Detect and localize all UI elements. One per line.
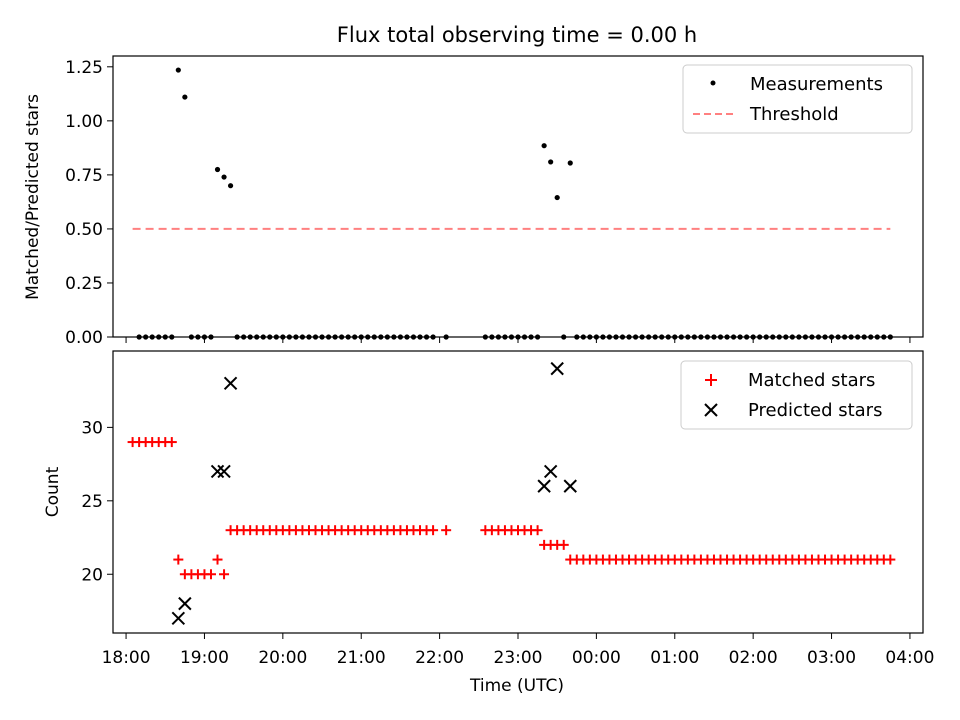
matched-star-point xyxy=(441,525,452,536)
y-tick-label: 0.25 xyxy=(65,274,103,294)
predicted-star-point xyxy=(543,464,558,479)
x-tick-label: 20:00 xyxy=(258,648,307,668)
x-tick-label: 03:00 xyxy=(807,648,856,668)
x-tick-label: 02:00 xyxy=(729,648,778,668)
measurement-point xyxy=(214,166,221,173)
bottom-y-axis-label: Count xyxy=(43,466,63,517)
matched-star-point xyxy=(428,525,439,536)
y-tick-label: 30 xyxy=(81,418,103,438)
legend-matched-label: Matched stars xyxy=(748,370,875,391)
chart-title: Flux total observing time = 0.00 h xyxy=(337,23,697,47)
bottom-legend: Matched stars Predicted stars xyxy=(680,360,913,430)
matched-star-point xyxy=(212,554,223,565)
legend-measurements-label: Measurements xyxy=(750,74,883,95)
predicted-star-point xyxy=(217,464,231,479)
y-tick-label: 0.00 xyxy=(65,328,103,348)
measurement-point xyxy=(221,174,227,180)
measurement-point xyxy=(548,159,554,165)
bottom-y-ticks: 20 25 30 xyxy=(81,418,113,585)
x-tick-label: 01:00 xyxy=(650,648,699,668)
y-tick-label: 20 xyxy=(81,565,103,585)
x-tick-label: 21:00 xyxy=(337,648,386,668)
matched-star-point xyxy=(166,437,177,448)
x-tick-label: 19:00 xyxy=(180,648,229,668)
top-y-ticks: 0.00 0.25 0.50 0.75 1.00 1.25 xyxy=(65,58,113,348)
predicted-star-point xyxy=(171,611,186,626)
x-axis-label: Time (UTC) xyxy=(469,676,564,696)
predicted-star-point xyxy=(178,596,192,611)
top-plot: 0.00 0.25 0.50 0.75 1.00 1.25 Matched/Predict… xyxy=(23,55,924,348)
measurement-point xyxy=(554,194,560,201)
matched-star-point xyxy=(885,554,896,565)
predicted-star-point xyxy=(210,464,225,479)
legend-measurements-marker xyxy=(710,80,716,86)
top-legend-box xyxy=(682,64,913,134)
measurement-point xyxy=(182,94,188,100)
matched-star-point xyxy=(205,569,216,580)
predicted-star-point xyxy=(223,376,238,391)
measurement-point xyxy=(567,160,573,166)
predicted-star-point xyxy=(550,361,564,376)
x-tick-label: 00:00 xyxy=(572,648,621,668)
x-tick-label: 04:00 xyxy=(885,648,934,668)
y-tick-label: 0.75 xyxy=(65,166,103,186)
bottom-legend-box xyxy=(680,360,913,430)
x-tick-label: 23:00 xyxy=(494,648,543,668)
matched-star-point xyxy=(532,525,543,536)
predicted-star-point xyxy=(563,479,577,493)
legend-matched-marker xyxy=(705,374,717,386)
predicted-star-point xyxy=(537,479,551,493)
matched-star-point xyxy=(173,554,184,565)
measurement-point xyxy=(227,183,234,189)
legend-predicted-marker xyxy=(704,403,718,417)
top-y-axis-label: Matched/Predicted stars xyxy=(23,94,43,300)
bottom-x-ticks: 18:00 19:00 20:00 21:00 22:00 23:00 00:00 01:00… xyxy=(102,633,934,668)
y-tick-label: 25 xyxy=(81,492,103,512)
measurement-point xyxy=(541,143,547,149)
matched-star-point xyxy=(558,539,569,550)
bottom-plot-frame xyxy=(112,350,924,634)
top-legend: Measurements Threshold xyxy=(682,64,913,134)
y-tick-label: 1.00 xyxy=(65,112,103,132)
legend-threshold-label: Threshold xyxy=(749,104,839,125)
bottom-series-layer xyxy=(127,361,896,626)
legend-predicted-label: Predicted stars xyxy=(748,400,882,421)
matched-star-point xyxy=(219,569,230,580)
y-tick-label: 1.25 xyxy=(65,58,103,78)
bottom-plot: 20 25 30 18:00 19:00 20:00 21:00 22:00 23:00 00:… xyxy=(43,350,934,696)
x-tick-label: 22:00 xyxy=(415,648,464,668)
measurement-point xyxy=(175,67,181,73)
x-tick-label: 18:00 xyxy=(102,648,151,668)
y-tick-label: 0.50 xyxy=(65,220,103,240)
top-plot-frame xyxy=(112,55,924,338)
